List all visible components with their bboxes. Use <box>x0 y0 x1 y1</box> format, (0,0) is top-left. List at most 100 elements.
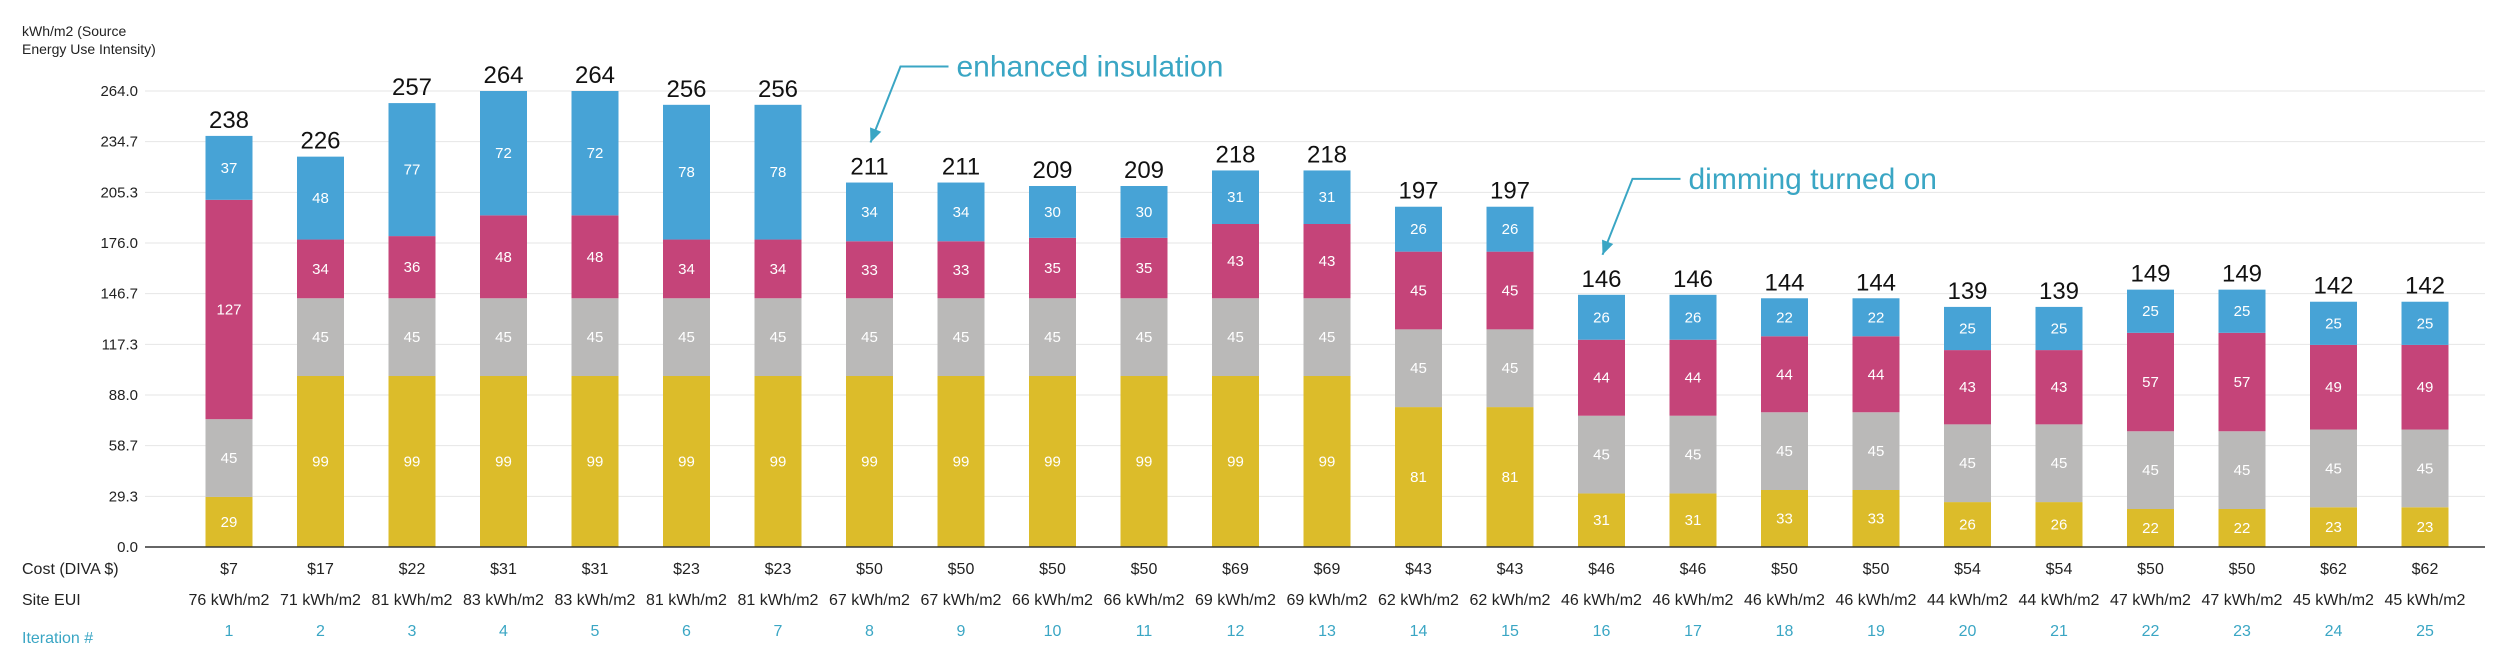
segment-label: 44 <box>1868 366 1885 383</box>
segment-label: 49 <box>2417 379 2434 396</box>
iteration-row-label: Iteration # <box>22 630 93 647</box>
segment-label: 34 <box>861 204 878 221</box>
bar-stack-25: 23 45 49 25 <box>2401 301 2449 547</box>
bar-segment-blue <box>937 182 985 242</box>
bar-segment-yellow <box>1761 490 1808 547</box>
y-tick-label: 205.3 <box>100 184 138 201</box>
annotation-arrowhead <box>1602 239 1614 255</box>
segment-label: 99 <box>587 454 604 471</box>
segment-label: 45 <box>1227 329 1244 346</box>
segment-label: 26 <box>2051 517 2068 534</box>
bar-stack-8: 99 45 33 34 <box>846 182 893 547</box>
iteration-number: 8 <box>865 623 874 640</box>
bar-stack-10: 99 45 35 30 <box>1029 186 1076 547</box>
bar-segment-magenta <box>480 215 527 299</box>
bar-segment-blue <box>1029 186 1076 238</box>
segment-label: 34 <box>953 204 970 221</box>
row-value: 44 kWh/m2 <box>2019 592 2100 609</box>
segment-label: 31 <box>1227 189 1244 206</box>
bar-segment-blue <box>297 156 344 240</box>
bar-segment-magenta <box>1212 224 1259 299</box>
segment-label: 43 <box>1319 253 1336 270</box>
segment-label: 26 <box>1959 517 1976 534</box>
bar-segment-gray <box>2401 429 2449 508</box>
bar-segment-magenta <box>1395 251 1442 330</box>
bar-segment-magenta <box>1761 336 1808 413</box>
bar-total-label: 197 <box>1398 178 1438 205</box>
iteration-number: 7 <box>774 623 783 640</box>
iteration-number: 17 <box>1684 623 1702 640</box>
bar-total-label: 149 <box>2222 261 2262 288</box>
segment-label: 45 <box>1319 329 1336 346</box>
row-value: $62 <box>2412 561 2439 578</box>
row-value: 83 kWh/m2 <box>463 592 544 609</box>
segment-label: 44 <box>1685 370 1702 387</box>
row-value: 46 kWh/m2 <box>1653 592 1734 609</box>
segment-label: 35 <box>1044 260 1061 277</box>
row-value: $31 <box>490 561 517 578</box>
iteration-number: 23 <box>2233 623 2251 640</box>
bar-segment-magenta <box>1944 350 1991 425</box>
bar-segment-yellow <box>1212 376 1259 547</box>
bar-segment-yellow <box>937 376 985 547</box>
bar-segment-gray <box>480 298 527 376</box>
annotation-label: dimming turned on <box>1689 163 1937 196</box>
row-value: $50 <box>1863 561 1890 578</box>
segment-label: 45 <box>1868 443 1885 460</box>
bar-total-label: 218 <box>1307 141 1347 168</box>
segment-label: 45 <box>2051 455 2068 472</box>
bar-segment-yellow <box>1486 407 1534 547</box>
segment-label: 72 <box>587 145 604 162</box>
bar-segment-blue <box>1303 170 1351 224</box>
bar-segment-yellow <box>1669 493 1717 547</box>
bar-segment-magenta <box>754 239 802 299</box>
segment-label: 25 <box>2325 315 2342 332</box>
bar-segment-yellow <box>1395 407 1442 547</box>
segment-label: 45 <box>221 450 238 467</box>
bar-total-label: 209 <box>1124 157 1164 184</box>
row-value: 81 kWh/m2 <box>738 592 819 609</box>
bar-total-label: 142 <box>2313 273 2353 300</box>
bar-stack-4: 99 45 48 72 <box>480 91 527 547</box>
row-label: Site EUI <box>22 592 81 609</box>
segment-label: 77 <box>404 162 421 179</box>
row-value: $46 <box>1680 561 1707 578</box>
bar-segment-magenta <box>2401 344 2449 430</box>
segment-label: 99 <box>953 454 970 471</box>
bar-segment-blue <box>2035 306 2083 351</box>
bar-stack-16: 31 45 44 26 <box>1578 294 1625 547</box>
bar-total-label: 264 <box>575 62 615 89</box>
row-value: 62 kWh/m2 <box>1470 592 1551 609</box>
bar-total-label: 211 <box>850 154 888 181</box>
iteration-number: 12 <box>1227 623 1245 640</box>
segment-label: 34 <box>312 261 329 278</box>
bar-total-label: 139 <box>2039 278 2079 305</box>
bar-segment-magenta <box>1486 251 1534 330</box>
segment-label: 99 <box>404 454 421 471</box>
segment-label: 45 <box>495 329 512 346</box>
bar-segment-magenta <box>1029 237 1076 299</box>
segment-label: 45 <box>770 329 787 346</box>
segment-label: 22 <box>2142 520 2159 537</box>
bar-segment-blue <box>2127 289 2174 333</box>
bar-segment-blue <box>2401 301 2449 345</box>
segment-label: 99 <box>495 454 512 471</box>
bar-stack-3: 99 45 36 77 <box>388 103 436 547</box>
annotation-label: enhanced insulation <box>957 51 1224 84</box>
y-tick-label: 88.0 <box>109 387 138 404</box>
row-value: $69 <box>1222 561 1249 578</box>
bar-stack-5: 99 45 48 72 <box>571 91 619 547</box>
segment-label: 127 <box>216 302 241 319</box>
row-value: 69 kWh/m2 <box>1195 592 1276 609</box>
iteration-number: 2 <box>316 623 325 640</box>
bar-segment-yellow <box>1852 490 1900 547</box>
segment-label: 45 <box>1593 447 1610 464</box>
segment-label: 34 <box>770 261 787 278</box>
segment-label: 45 <box>2234 462 2251 479</box>
bar-segment-magenta <box>2218 332 2266 432</box>
y-axis-title-line-1: kWh/m2 (Source <box>22 23 126 39</box>
segment-label: 57 <box>2234 374 2251 391</box>
bar-total-label: 146 <box>1673 266 1713 293</box>
bar-segment-gray <box>1578 415 1625 494</box>
